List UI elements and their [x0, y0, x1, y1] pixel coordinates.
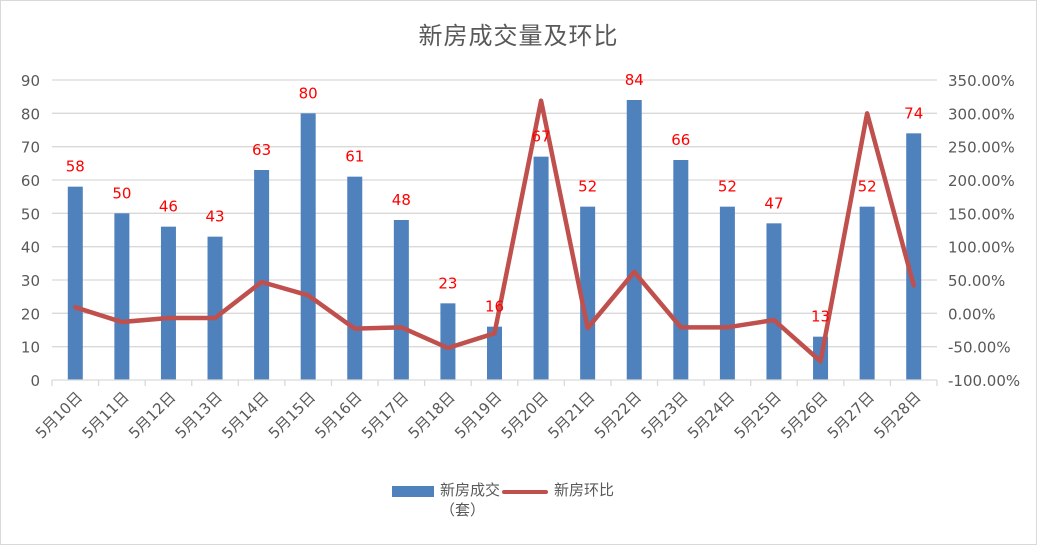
x-axis-tick: 5月20日 — [498, 388, 552, 442]
bar-data-label: 61 — [345, 148, 364, 166]
bar-data-label: 47 — [764, 194, 783, 212]
x-axis-tick: 5月19日 — [451, 388, 505, 442]
left-axis: 0 10 20 30 40 50 60 70 80 90 — [21, 72, 40, 390]
bar[interactable] — [859, 206, 875, 380]
bar-data-label: 48 — [392, 191, 411, 209]
right-axis-tick: 250.00% — [948, 139, 1015, 157]
bar[interactable] — [533, 156, 549, 380]
left-axis-tick: 0 — [30, 372, 40, 390]
bar-data-label: 67 — [532, 128, 551, 146]
x-axis-tick: 5月17日 — [358, 388, 412, 442]
legend: 新房成交 （套） 新房环比 — [392, 480, 614, 520]
x-axis-tick: 5月26日 — [777, 388, 831, 442]
bar-data-label: 23 — [438, 274, 457, 292]
x-axis: 5月10日5月11日5月12日5月13日5月14日5月15日5月16日5月17日… — [32, 379, 938, 442]
left-axis-tick: 90 — [21, 72, 40, 90]
x-axis-tick: 5月21日 — [544, 388, 598, 442]
legend-item-line[interactable]: 新房环比 — [500, 480, 614, 500]
bar[interactable] — [160, 226, 176, 380]
left-axis-tick: 60 — [21, 172, 40, 190]
chart-title: 新房成交量及环比 — [418, 22, 619, 50]
x-axis-tick: 5月18日 — [405, 388, 459, 442]
left-axis-tick: 20 — [21, 305, 40, 323]
bar[interactable] — [207, 236, 223, 380]
bar-data-label: 16 — [485, 298, 504, 316]
bar-data-label: 46 — [159, 198, 178, 216]
data-labels: 58 50 46 43 63 80 61 48 23 16 67 52 84 66 52 47 13 52 74 — [66, 71, 924, 326]
bar-data-label: 43 — [205, 208, 224, 226]
x-axis-tick: 5月16日 — [311, 388, 365, 442]
bar[interactable] — [393, 220, 409, 380]
right-axis-tick: 0.00% — [948, 305, 996, 323]
x-axis-tick: 5月23日 — [637, 388, 691, 442]
bar[interactable] — [67, 186, 83, 380]
bar[interactable] — [766, 223, 782, 380]
bar[interactable] — [487, 326, 502, 380]
bar[interactable] — [114, 213, 130, 380]
left-axis-tick: 50 — [21, 205, 40, 223]
bar[interactable] — [347, 176, 363, 380]
line-swatch — [502, 490, 549, 494]
bar[interactable] — [673, 160, 689, 380]
bar-data-label: 63 — [252, 141, 271, 159]
left-axis-tick: 30 — [21, 272, 40, 290]
legend-bar-unit: （套） — [440, 501, 486, 519]
line-path[interactable] — [73, 98, 916, 364]
x-axis-tick: 5月24日 — [684, 388, 738, 442]
bar[interactable] — [719, 206, 735, 380]
right-axis-tick: 150.00% — [948, 205, 1015, 223]
bar-series — [67, 100, 922, 380]
x-axis-tick: 5月15日 — [265, 388, 319, 442]
bar-data-label: 52 — [718, 178, 737, 196]
left-axis-tick: 80 — [21, 105, 40, 123]
bar-swatch — [392, 486, 434, 497]
legend-bar-label: 新房成交 — [440, 481, 501, 499]
bar[interactable] — [906, 133, 922, 380]
left-axis-tick: 10 — [21, 339, 40, 357]
left-axis-tick: 70 — [21, 139, 40, 157]
bar-data-label: 52 — [858, 178, 877, 196]
bar-data-label: 13 — [811, 308, 830, 326]
bar-data-label: 58 — [66, 158, 85, 176]
right-axis-tick: 300.00% — [948, 105, 1015, 123]
x-axis-tick: 5月25日 — [731, 388, 785, 442]
bar[interactable] — [440, 303, 456, 380]
right-axis: -100.00% -50.00% 0.00% 50.00% 100.00% 150.00%… — [948, 72, 1020, 390]
x-axis-tick: 5月27日 — [824, 388, 878, 442]
right-axis-tick: 50.00% — [948, 272, 1005, 290]
bar[interactable] — [300, 113, 316, 380]
bar[interactable] — [254, 170, 270, 380]
left-axis-tick: 40 — [21, 239, 40, 257]
gridlines — [52, 79, 937, 348]
x-axis-tick: 5月14日 — [218, 388, 272, 442]
line-series — [73, 98, 916, 364]
legend-line-label: 新房环比 — [554, 481, 615, 499]
x-axis-tick: 5月13日 — [172, 388, 226, 442]
legend-item-bar[interactable]: 新房成交 （套） — [392, 480, 500, 520]
right-axis-tick: -50.00% — [948, 339, 1011, 357]
right-axis-tick: 200.00% — [948, 172, 1015, 190]
bar-data-label: 74 — [904, 104, 923, 122]
right-axis-tick: 100.00% — [948, 239, 1015, 257]
bar-data-label: 50 — [112, 184, 131, 202]
bar[interactable] — [626, 100, 642, 380]
bar-data-label: 52 — [578, 178, 597, 196]
x-axis-tick: 5月22日 — [591, 388, 645, 442]
bar-data-label: 66 — [671, 131, 690, 149]
x-axis-tick: 5月10日 — [32, 388, 86, 442]
x-axis-tick: 5月28日 — [870, 388, 924, 442]
bar-data-label: 84 — [625, 71, 644, 89]
bar-data-label: 80 — [299, 84, 318, 102]
x-axis-tick: 5月12日 — [125, 388, 179, 442]
x-axis-tick: 5月11日 — [79, 388, 133, 442]
bar[interactable] — [580, 206, 596, 380]
right-axis-tick: 350.00% — [948, 72, 1015, 90]
right-axis-tick: -100.00% — [948, 372, 1020, 390]
